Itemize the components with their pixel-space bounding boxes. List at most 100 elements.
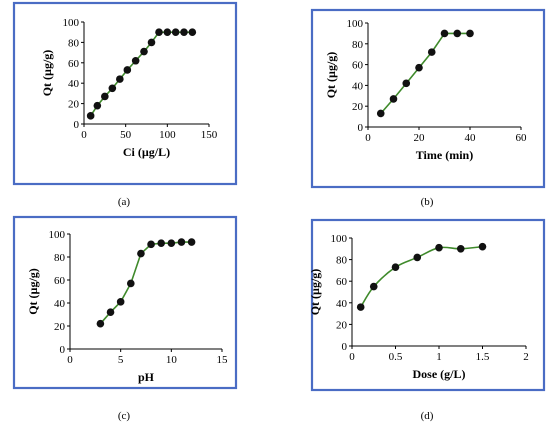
chart-panel-3: 0 20 40 60 80 100 0 5 10 15 pH Qt (µg/g) (c) (12, 215, 238, 422)
y-tick-label: 60 (352, 60, 364, 72)
data-point (116, 298, 125, 306)
y-tick-label: 40 (68, 78, 80, 90)
data-point (180, 28, 188, 36)
data-point (391, 263, 400, 271)
data-point (356, 303, 365, 311)
y-tick-label: 100 (331, 233, 348, 245)
data-point (478, 242, 487, 251)
data-point (101, 92, 109, 101)
data-point (116, 75, 124, 83)
data-point (376, 109, 385, 118)
data-point (157, 239, 165, 247)
y-tick-label: 20 (336, 319, 348, 331)
y-axis-title: Qt (µg/g) (308, 269, 322, 316)
data-point (147, 240, 155, 249)
chart-panel-1: 0 20 40 60 80 100 0 50 100 150 Ci (µg/L) Qt (µg/g) (… (12, 1, 238, 208)
y-tick-label: 80 (54, 252, 66, 264)
y-tick-label: 60 (336, 276, 348, 288)
data-point (96, 319, 105, 328)
data-point (155, 28, 163, 36)
y-tick-label: 100 (63, 17, 80, 29)
y-tick-label: 80 (336, 255, 348, 267)
y-tick-label: 40 (54, 298, 66, 310)
data-point (402, 79, 411, 88)
data-point (369, 282, 378, 291)
data-point (413, 253, 422, 262)
y-tick-label: 80 (68, 37, 80, 49)
data-point (93, 101, 102, 110)
x-tick-label: 15 (217, 354, 229, 366)
data-point (123, 66, 132, 74)
y-axis-title: Qt (µg/g) (40, 50, 54, 97)
panel-label: (c) (118, 410, 131, 422)
panel-frame (12, 1, 238, 186)
data-point (171, 28, 180, 36)
series-line (99, 241, 192, 325)
data-point (106, 308, 115, 317)
panel-frame (310, 218, 546, 392)
panel-label: (d) (421, 410, 434, 422)
data-point (147, 38, 156, 47)
x-axis-title: Dose (g/L) (413, 367, 466, 381)
panel-frame (310, 8, 546, 189)
panel-frame (12, 215, 238, 390)
x-axis-title: pH (138, 370, 155, 384)
y-axis-title: Qt (µg/g) (26, 268, 40, 315)
chart-panel-2: 0 20 40 60 80 100 0 20 40 60 Time (min) Qt (µg/g) (b… (310, 8, 546, 208)
data-point (415, 63, 423, 72)
y-tick-label: 0 (358, 122, 364, 134)
y-tick-label: 0 (342, 341, 348, 353)
data-point (108, 84, 117, 93)
data-point (440, 29, 449, 38)
x-tick-label: 40 (465, 132, 477, 144)
data-point (177, 238, 186, 246)
y-axis-title: Qt (µg/g) (324, 52, 338, 99)
x-tick-label: 0.5 (389, 351, 403, 363)
data-point (140, 47, 148, 56)
x-tick-label: 1.5 (476, 351, 490, 363)
y-tick-label: 80 (352, 39, 364, 51)
x-tick-label: 20 (414, 132, 426, 144)
x-axis-title: Time (min) (416, 148, 473, 162)
data-point (453, 29, 462, 38)
data-point (167, 239, 176, 247)
x-tick-label: 2 (523, 351, 529, 363)
data-point (435, 243, 443, 252)
data-point (389, 95, 398, 103)
y-tick-label: 0 (60, 344, 66, 356)
x-tick-label: 50 (120, 129, 132, 141)
y-tick-label: 40 (352, 80, 364, 92)
data-point (427, 48, 436, 56)
data-point (456, 245, 465, 253)
x-tick-label: 5 (118, 354, 124, 366)
panel-label: (b) (421, 196, 434, 208)
chart-panel-4: 0 20 40 60 80 100 0 0.5 1 1.5 2 Dose (g/L) Qt (µg/g)… (308, 218, 546, 422)
data-point (188, 28, 197, 36)
x-axis-title: Ci (µg/L) (123, 145, 170, 159)
x-tick-label: 10 (166, 354, 178, 366)
data-point (127, 279, 135, 288)
x-tick-label: 0 (349, 351, 355, 363)
x-tick-label: 60 (516, 132, 528, 144)
y-tick-label: 60 (54, 275, 66, 287)
y-tick-label: 40 (336, 298, 348, 310)
data-point (131, 56, 140, 65)
x-tick-label: 100 (159, 129, 176, 141)
x-tick-label: 150 (201, 129, 218, 141)
y-tick-label: 20 (68, 99, 80, 111)
y-tick-label: 100 (49, 229, 66, 241)
y-tick-label: 100 (347, 18, 364, 30)
x-tick-label: 0 (81, 129, 87, 141)
x-tick-label: 0 (67, 354, 73, 366)
data-point (163, 28, 172, 36)
data-point (137, 249, 145, 258)
data-point (466, 29, 474, 38)
panel-label: (a) (118, 196, 131, 208)
y-tick-label: 0 (74, 119, 80, 131)
x-tick-label: 1 (436, 351, 442, 363)
data-point (187, 238, 196, 246)
y-tick-label: 60 (68, 58, 80, 70)
y-tick-label: 20 (352, 101, 364, 113)
y-tick-label: 20 (54, 321, 66, 333)
